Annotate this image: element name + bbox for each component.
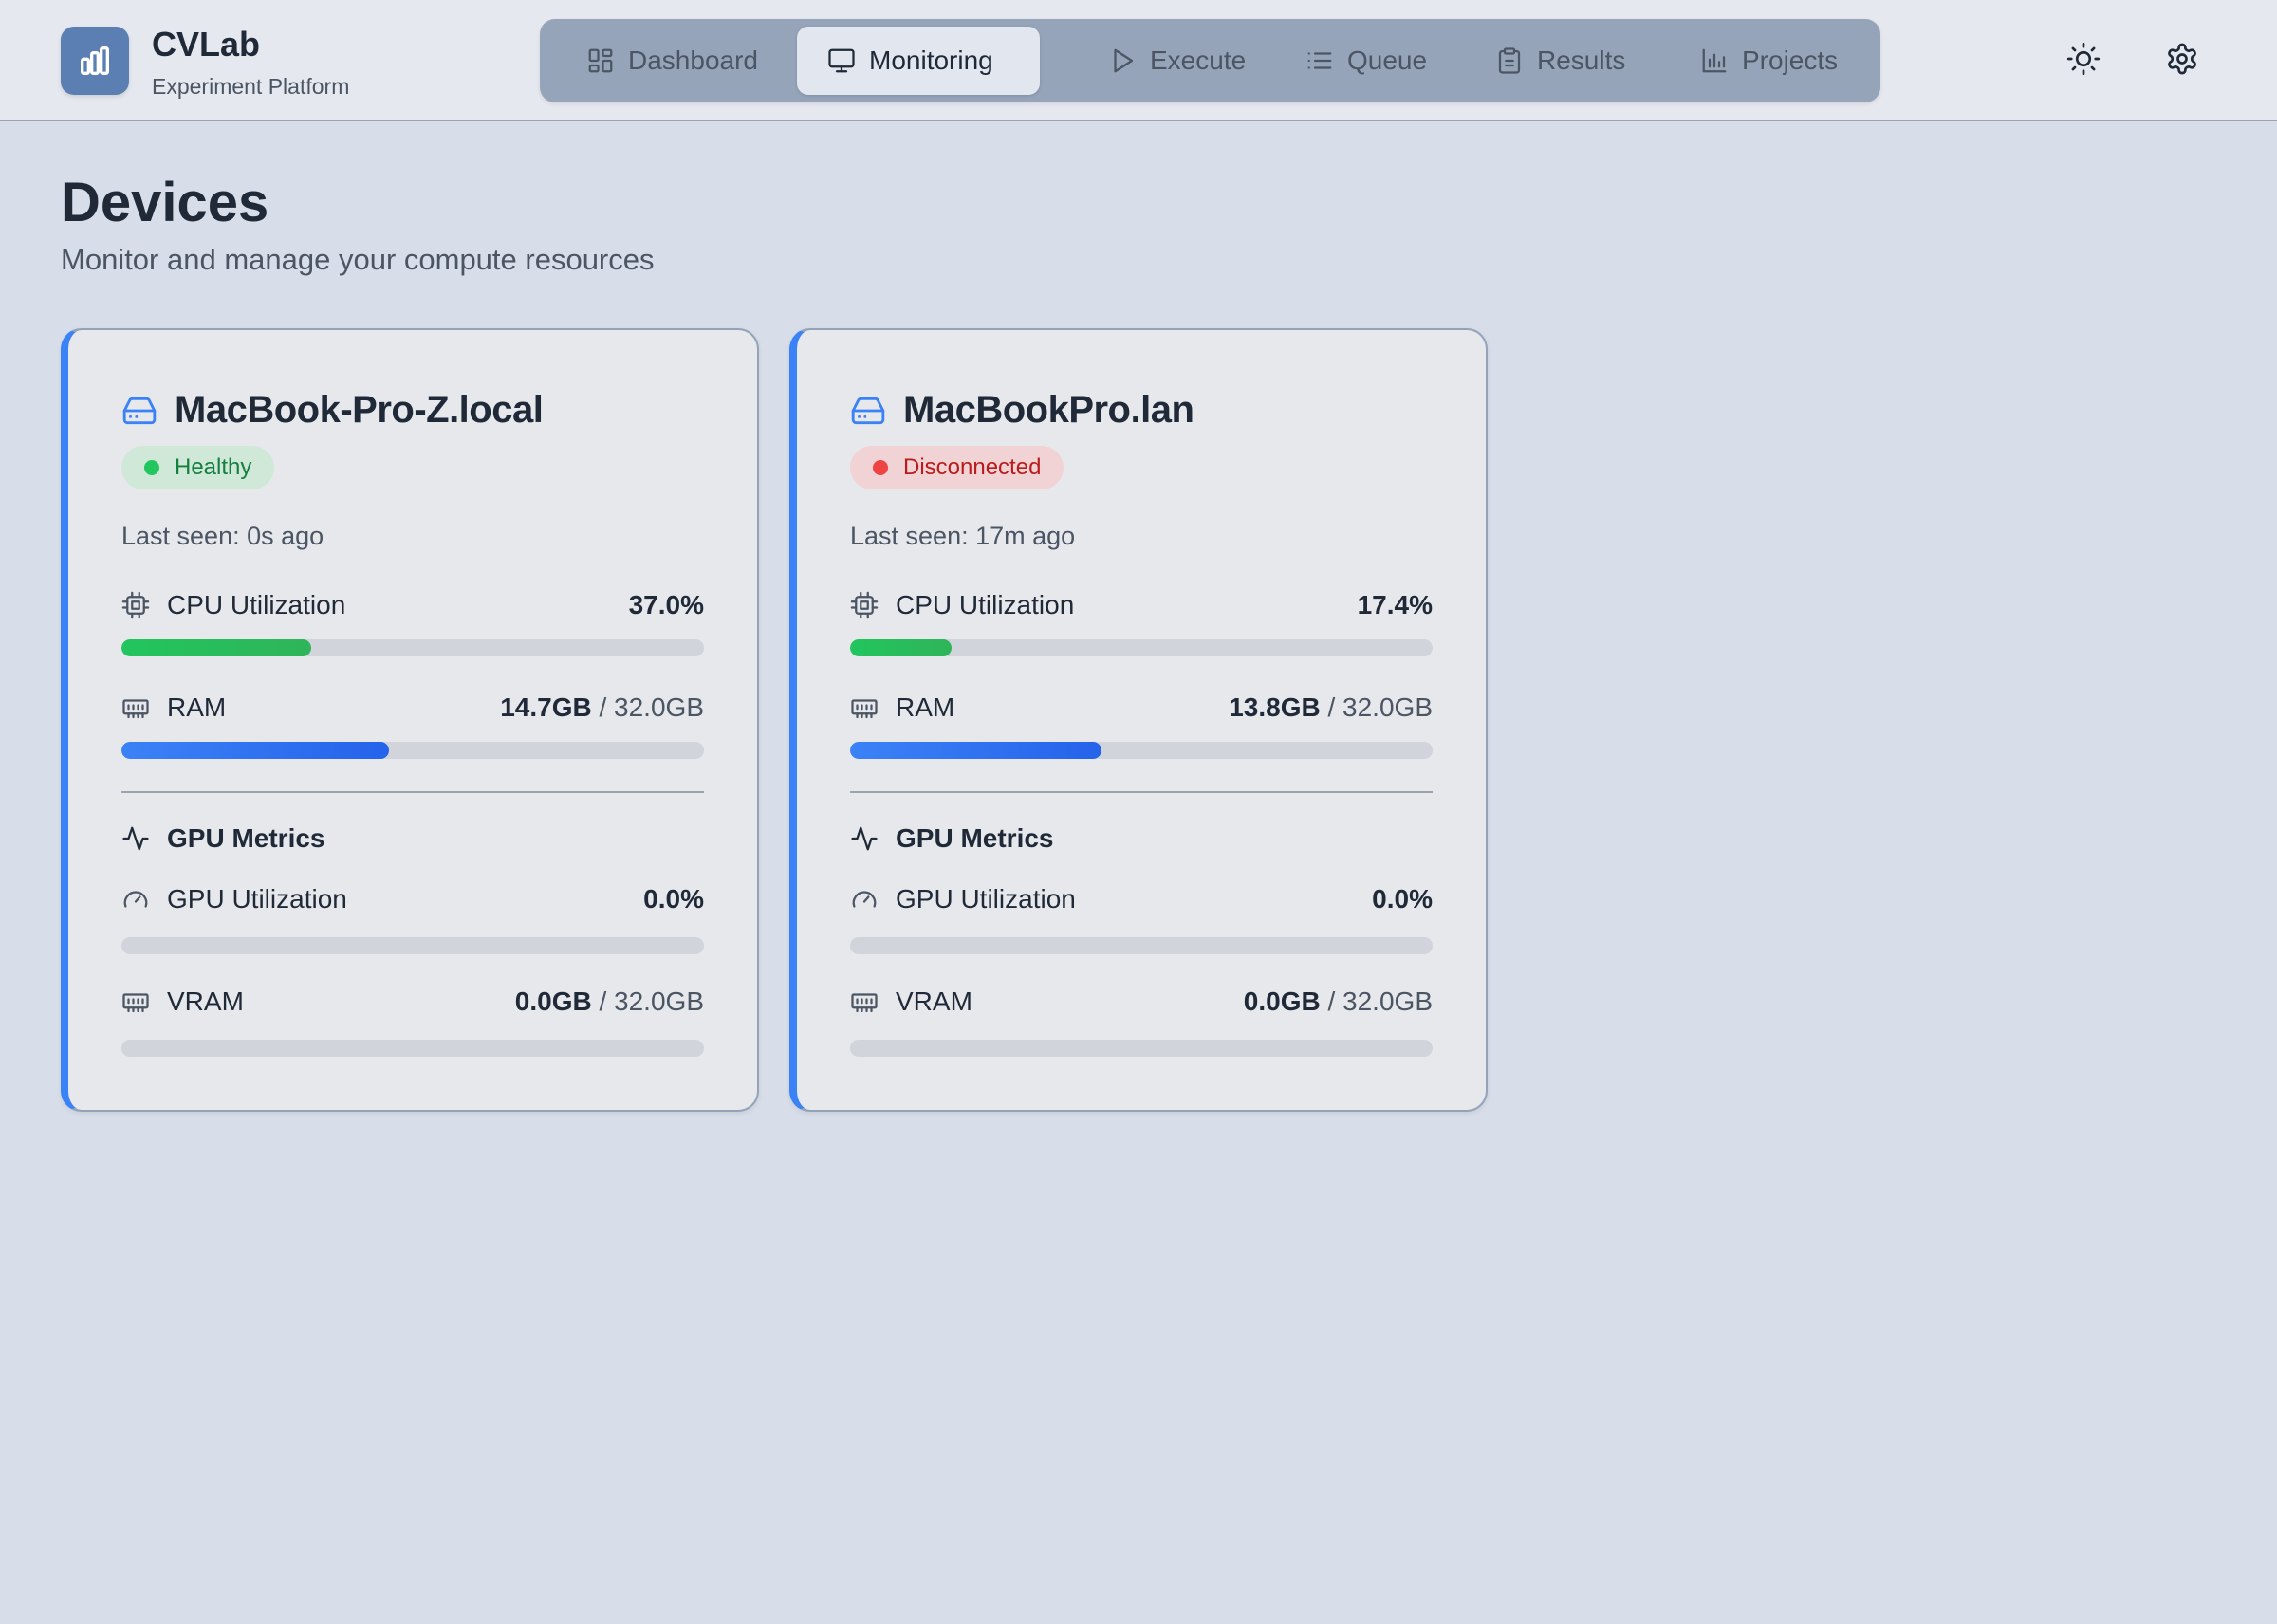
vram-value: 0.0GB / 32.0GB (1243, 987, 1433, 1016)
ram-metric-row: RAM 13.8GB / 32.0GB (850, 689, 1433, 727)
vram-metric-row: VRAM 0.0GB / 32.0GB (850, 983, 1433, 1021)
page-title: Devices (61, 172, 269, 233)
gpu-util-value: 0.0% (1372, 884, 1433, 914)
cpu-progress-fill (121, 639, 311, 656)
memory-icon (851, 699, 878, 719)
top-bar: CVLab Experiment Platform Dashboard Moni… (0, 0, 2277, 121)
ram-label: RAM (167, 692, 227, 722)
play-icon (1114, 48, 1134, 73)
divider (850, 791, 1433, 793)
gpu-util-metric-row: GPU Utilization 0.0% (850, 880, 1433, 918)
ram-progress-bar (121, 742, 704, 759)
dashboard-icon (588, 48, 613, 73)
memory-icon (851, 993, 878, 1013)
gauge-icon (123, 891, 148, 908)
activity-icon (122, 826, 149, 851)
vram-progress-bar (121, 1040, 704, 1057)
gpu-util-label: GPU Utilization (896, 884, 1076, 914)
vram-metric-row: VRAM 0.0GB / 32.0GB (121, 983, 704, 1021)
nav-tab-queue[interactable]: Queue (1275, 27, 1457, 95)
nav-tab-projects[interactable]: Projects (1670, 27, 1868, 95)
gpu-util-progress-bar (121, 937, 704, 954)
monitor-icon (828, 48, 855, 73)
cpu-icon (850, 591, 879, 619)
device-card[interactable]: MacBookPro.lan Disconnected Last seen: 1… (789, 328, 1488, 1112)
divider (121, 791, 704, 793)
cpu-icon (121, 591, 150, 619)
status-label: Healthy (175, 454, 252, 480)
last-seen: Last seen: 17m ago (850, 522, 1076, 550)
cpu-progress-bar (121, 639, 704, 656)
status-dot (873, 460, 888, 475)
ram-value: 14.7GB / 32.0GB (500, 692, 704, 722)
vram-progress-bar (850, 1040, 1433, 1057)
cpu-value: 37.0% (628, 590, 704, 619)
memory-icon (122, 699, 149, 719)
list-icon (1307, 52, 1332, 69)
cpu-metric-row: CPU Utilization 17.4% (850, 586, 1433, 624)
sun-icon[interactable] (2066, 42, 2101, 76)
gpu-metrics-label: GPU Metrics (167, 823, 325, 853)
status-label: Disconnected (903, 454, 1042, 480)
ram-value: 13.8GB / 32.0GB (1229, 692, 1433, 722)
cpu-progress-fill (850, 639, 952, 656)
status-dot (144, 460, 159, 475)
main-nav: Dashboard Monitoring Execute Queue Resul… (540, 19, 1880, 102)
nav-tab-execute[interactable]: Execute (1078, 27, 1276, 95)
status-badge: Healthy (121, 446, 275, 489)
hard-drive-icon (851, 397, 885, 424)
ram-progress-fill (850, 742, 1101, 759)
nav-tab-label: Projects (1742, 46, 1839, 75)
app-logo[interactable] (61, 27, 129, 95)
gpu-util-progress-bar (850, 937, 1433, 954)
ram-progress-bar (850, 742, 1433, 759)
gear-icon[interactable] (2165, 42, 2199, 76)
nav-tab-results[interactable]: Results (1465, 27, 1656, 95)
bar-chart-icon (1702, 48, 1727, 73)
last-seen: Last seen: 0s ago (121, 522, 324, 550)
cpu-metric-row: CPU Utilization 37.0% (121, 586, 704, 624)
hard-drive-icon (122, 397, 157, 424)
bar-chart-icon (81, 46, 109, 76)
device-name: MacBookPro.lan (903, 389, 1194, 431)
device-name: MacBook-Pro-Z.local (175, 389, 544, 431)
nav-tab-label: Queue (1347, 46, 1428, 75)
device-card[interactable]: MacBook-Pro-Z.local Healthy Last seen: 0… (61, 328, 759, 1112)
vram-label: VRAM (896, 987, 972, 1016)
gauge-icon (852, 891, 877, 908)
gpu-metrics-label: GPU Metrics (896, 823, 1054, 853)
gpu-metrics-header: GPU Metrics (850, 823, 1054, 854)
gpu-metrics-header: GPU Metrics (121, 823, 325, 854)
app-subtitle: Experiment Platform (152, 74, 350, 99)
gpu-util-metric-row: GPU Utilization 0.0% (121, 880, 704, 918)
ram-metric-row: RAM 14.7GB / 32.0GB (121, 689, 704, 727)
vram-label: VRAM (167, 987, 244, 1016)
gpu-util-label: GPU Utilization (167, 884, 347, 914)
memory-icon (122, 993, 149, 1013)
cpu-label: CPU Utilization (167, 590, 346, 619)
app-name: CVLab (152, 25, 261, 64)
ram-progress-fill (121, 742, 389, 759)
clipboard-icon (1498, 47, 1521, 74)
nav-tab-label: Dashboard (628, 46, 758, 75)
status-badge: Disconnected (850, 446, 1064, 489)
cpu-label: CPU Utilization (896, 590, 1075, 619)
cpu-progress-bar (850, 639, 1433, 656)
nav-tab-label: Execute (1150, 46, 1247, 75)
page-subtitle: Monitor and manage your compute resource… (61, 243, 655, 276)
nav-tab-dashboard[interactable]: Dashboard (556, 27, 788, 95)
nav-tab-monitoring[interactable]: Monitoring (797, 27, 1040, 95)
nav-tab-label: Monitoring (869, 46, 993, 75)
vram-value: 0.0GB / 32.0GB (514, 987, 704, 1016)
ram-label: RAM (896, 692, 955, 722)
gpu-util-value: 0.0% (643, 884, 704, 914)
nav-tab-label: Results (1537, 46, 1626, 75)
activity-icon (851, 826, 878, 851)
cpu-value: 17.4% (1357, 590, 1433, 619)
